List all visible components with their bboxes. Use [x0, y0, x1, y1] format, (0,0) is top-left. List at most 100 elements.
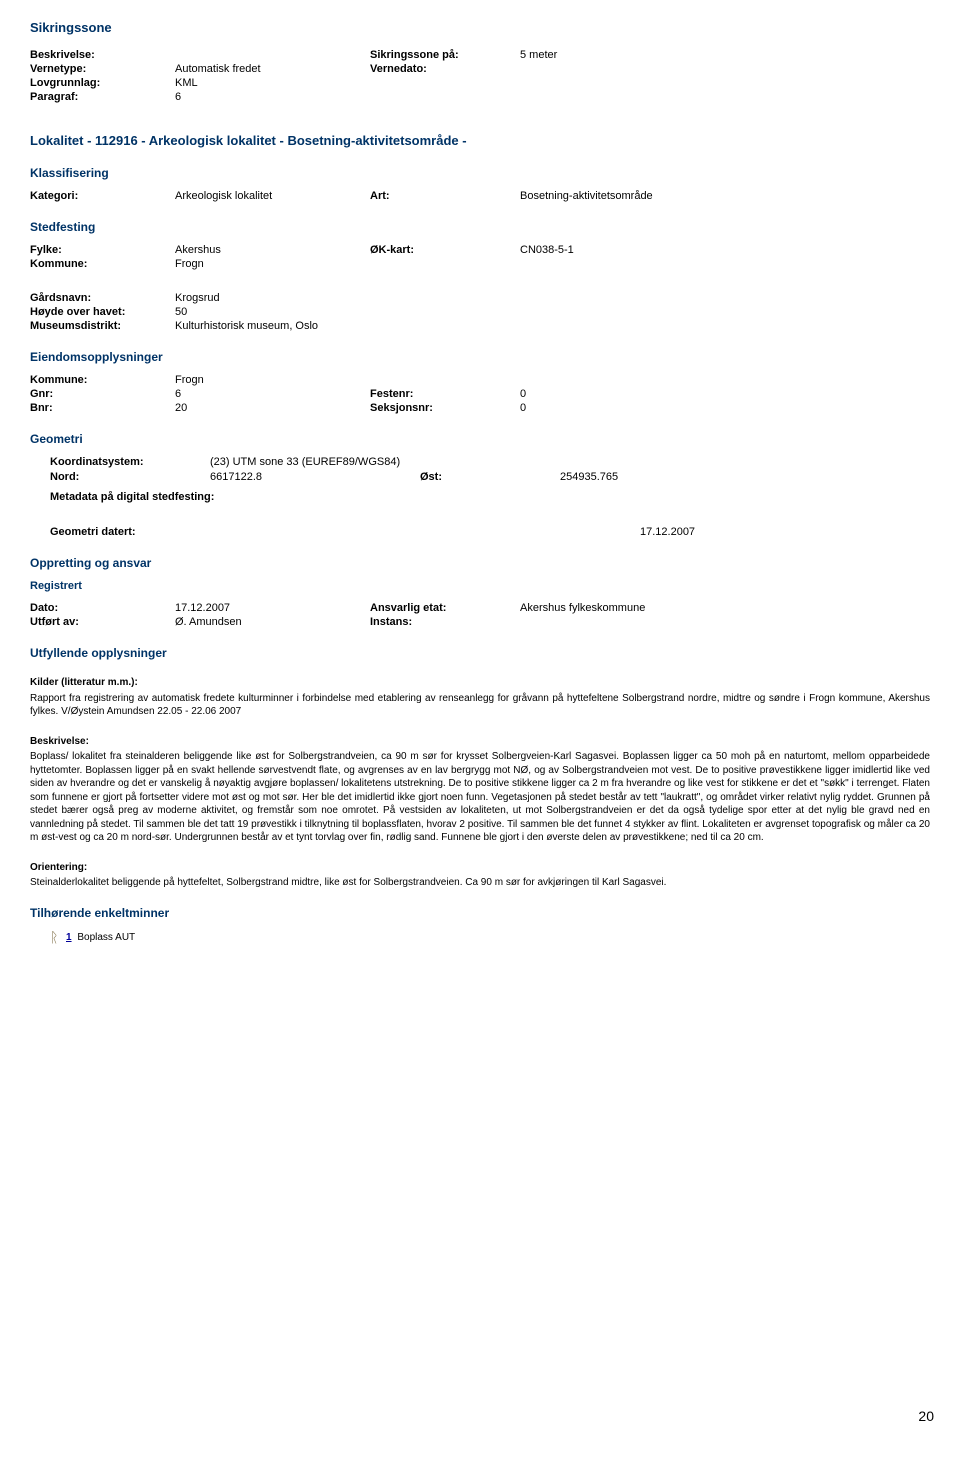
value: 6: [175, 91, 370, 103]
value: Frogn: [175, 258, 370, 270]
kilder-block: Kilder (litteratur m.m.): Rapport fra re…: [30, 676, 930, 719]
value: Kulturhistorisk museum, Oslo: [175, 320, 930, 332]
value: 6: [175, 388, 370, 400]
kilder-text: Rapport fra registrering av automatisk f…: [30, 692, 930, 719]
label: Sikringssone på:: [370, 49, 520, 61]
value: Akershus fylkeskommune: [520, 602, 715, 614]
enkeltminne-link[interactable]: 1: [66, 932, 72, 943]
label: Koordinatsystem:: [50, 456, 210, 468]
label: Fylke:: [30, 244, 175, 256]
value: 6617122.8: [210, 471, 420, 483]
value: 17.12.2007: [640, 526, 930, 538]
label: Seksjonsnr:: [370, 402, 520, 414]
value: Automatisk fredet: [175, 63, 370, 75]
section-title-eiendom: Eiendomsopplysninger: [30, 350, 930, 364]
value: Bosetning-aktivitetsområde: [520, 190, 715, 202]
label: Art:: [370, 190, 520, 202]
value: Krogsrud: [175, 292, 930, 304]
value: Frogn: [175, 374, 370, 386]
value: [520, 91, 715, 103]
kilder-head: Kilder (litteratur m.m.):: [30, 676, 930, 690]
geo-row: Nord: 6617122.8 Øst: 254935.765: [30, 471, 930, 483]
enkeltminne-row: ᚱ 1 Boplass AUT: [30, 930, 930, 944]
label: Paragraf:: [30, 91, 175, 103]
label: [370, 77, 520, 89]
label: Utført av:: [30, 616, 175, 628]
label: [370, 91, 520, 103]
section-title-stedfesting: Stedfesting: [30, 220, 930, 234]
locality-title: Lokalitet - 112916 - Arkeologisk lokalit…: [30, 133, 930, 148]
label: ØK-kart:: [370, 244, 520, 256]
value: 17.12.2007: [175, 602, 370, 614]
label: Festenr:: [370, 388, 520, 400]
oppr-row: Dato: 17.12.2007 Ansvarlig etat: Akershu…: [30, 602, 930, 614]
eien-row: Bnr: 20 Seksjonsnr: 0: [30, 402, 930, 414]
label: Vernetype:: [30, 63, 175, 75]
orientering-head: Orientering:: [30, 861, 930, 875]
value: 50: [175, 306, 930, 318]
klass-row: Kategori: Arkeologisk lokalitet Art: Bos…: [30, 190, 930, 202]
eien-row: Kommune: Frogn: [30, 374, 930, 386]
geo-row: Koordinatsystem: (23) UTM sone 33 (EUREF…: [30, 456, 930, 468]
value: [520, 63, 715, 75]
label: Nord:: [50, 471, 210, 483]
value: [520, 77, 715, 89]
metadata-label: Metadata på digital stedfesting:: [30, 491, 930, 503]
label: Vernedato:: [370, 63, 520, 75]
section-title-klassifisering: Klassifisering: [30, 166, 930, 180]
label: Kategori:: [30, 190, 175, 202]
value: [520, 258, 715, 270]
value: 254935.765: [560, 471, 930, 483]
eien-row: Gnr: 6 Festenr: 0: [30, 388, 930, 400]
page-number: 20: [918, 1408, 934, 1424]
sted-row: Fylke: Akershus ØK-kart: CN038-5-1: [30, 244, 930, 256]
label: Bnr:: [30, 402, 175, 414]
section-title-utfyllende: Utfyllende opplysninger: [30, 646, 930, 660]
label: Høyde over havet:: [30, 306, 175, 318]
value: 20: [175, 402, 370, 414]
label: Ansvarlig etat:: [370, 602, 520, 614]
geo-date-row: Geometri datert: 17.12.2007: [30, 526, 930, 538]
sikring-row: Beskrivelse: Sikringssone på: 5 meter: [30, 49, 930, 61]
section-title-sikringssone: Sikringssone: [30, 20, 930, 35]
sted-row2: Gårdsnavn: Krogsrud: [30, 292, 930, 304]
label: Beskrivelse:: [30, 49, 175, 61]
sted-row2: Høyde over havet: 50: [30, 306, 930, 318]
label: Gårdsnavn:: [30, 292, 175, 304]
value: (23) UTM sone 33 (EUREF89/WGS84): [210, 456, 420, 468]
value: 0: [520, 388, 715, 400]
value: CN038-5-1: [520, 244, 715, 256]
section-title-oppretting: Oppretting og ansvar: [30, 556, 930, 570]
enkeltminne-suffix: Boplass AUT: [75, 932, 136, 943]
label: Lovgrunnlag:: [30, 77, 175, 89]
label: Kommune:: [30, 258, 175, 270]
label: [370, 258, 520, 270]
beskrivelse-head: Beskrivelse:: [30, 735, 930, 749]
label: Gnr:: [30, 388, 175, 400]
label: Kommune:: [30, 374, 175, 386]
value: KML: [175, 77, 370, 89]
value: Akershus: [175, 244, 370, 256]
value: [175, 49, 370, 61]
registrert-sub: Registrert: [30, 580, 930, 592]
beskrivelse-block: Beskrivelse: Boplass/ lokalitet fra stei…: [30, 735, 930, 845]
value: [520, 616, 715, 628]
orientering-block: Orientering: Steinalderlokalitet beligge…: [30, 861, 930, 890]
section-title-geometri: Geometri: [30, 432, 930, 446]
sted-row2: Museumsdistrikt: Kulturhistorisk museum,…: [30, 320, 930, 332]
label: Dato:: [30, 602, 175, 614]
value: Ø. Amundsen: [175, 616, 370, 628]
value: Arkeologisk lokalitet: [175, 190, 370, 202]
sted-row: Kommune: Frogn: [30, 258, 930, 270]
label: Museumsdistrikt:: [30, 320, 175, 332]
value: [520, 374, 715, 386]
sikring-row: Vernetype: Automatisk fredet Vernedato:: [30, 63, 930, 75]
label: [370, 374, 520, 386]
section-title-tilhorende: Tilhørende enkeltminner: [30, 906, 930, 920]
label: Geometri datert:: [50, 526, 210, 538]
rune-icon: ᚱ: [50, 930, 60, 944]
value: 5 meter: [520, 49, 715, 61]
label: Øst:: [420, 471, 560, 483]
sikring-row: Lovgrunnlag: KML: [30, 77, 930, 89]
sikring-row: Paragraf: 6: [30, 91, 930, 103]
